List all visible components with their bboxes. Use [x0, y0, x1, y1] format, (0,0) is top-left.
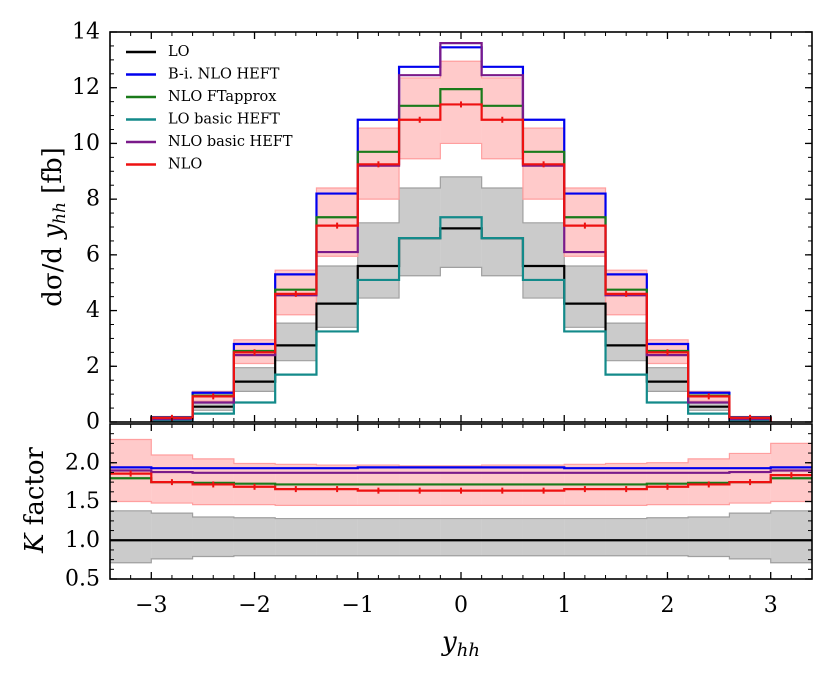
main-band-lo-bin-11 [605, 323, 647, 361]
main-band-lo-upper-edge [151, 176, 771, 420]
main-series-lines [150, 42, 772, 422]
legend-label-lo: LO [168, 44, 190, 60]
main-y-axis-label: dσ/d yhh [fb] [38, 147, 70, 307]
ratio-band-lo-bin-10 [522, 518, 565, 556]
main-ytick-label-4: 8 [86, 187, 100, 212]
main-band-lo-bin-3 [275, 323, 317, 361]
xtick-label-5: 2 [660, 593, 674, 618]
ratio-band-lo-bin-7 [399, 518, 441, 556]
legend-label-nlo-ftapprox: NLO FTapprox [168, 89, 276, 105]
legend-label-nlo-basic-heft: NLO basic HEFT [168, 134, 293, 150]
main-band-lo-bin-4 [316, 266, 358, 328]
main-plot-frame [109, 31, 813, 423]
ratio-band-lo-bin-1 [151, 513, 193, 559]
ratio-band-lo-bin-12 [605, 518, 647, 556]
ratio-band-nlo-lower-edge [110, 500, 812, 506]
ratio-band-lo-bin-0 [110, 510, 152, 563]
ratio-band-lo-bin-13 [646, 517, 689, 556]
ratio-band-lo-bin-15 [729, 513, 771, 559]
ratio-band-lo-bin-4 [275, 518, 317, 556]
ratio-plot-frame [109, 423, 813, 580]
ratio-band-lo-lower-edge [110, 555, 812, 564]
main-band-lo-bin-8 [481, 188, 523, 276]
main-series-lo [150, 227, 772, 422]
main-band-lo-bin-2 [233, 367, 276, 392]
xtick-label-4: 1 [557, 593, 571, 618]
main-band-lo-bin-7 [440, 176, 482, 268]
ratio-band-lo-bin-14 [688, 517, 730, 557]
ratio-band-lo-bin-2 [192, 517, 234, 557]
ratio-series-nlo-ftapprox [110, 477, 812, 486]
ratio-band-lo-bin-16 [770, 510, 812, 563]
main-uncertainty-bands [151, 60, 771, 421]
main-band-lo-bin-10 [564, 266, 606, 328]
main-band-nlo-lower-edge [151, 142, 771, 420]
ratio-uncertainty-bands [110, 438, 812, 564]
ratio-band-lo-bin-9 [481, 518, 523, 556]
main-band-nlo-bin-4 [316, 188, 358, 257]
main-ytick-label-0: 0 [86, 410, 100, 435]
main-band-lo-bin-6 [399, 188, 441, 276]
ratio-axis-ticks: 0.5 1.0 1.5 2.0 −3 −2 −1 0 1 2 3 [65, 423, 813, 618]
main-band-lo-bin-12 [646, 367, 689, 392]
ratio-band-nlo-bin-15 [729, 453, 771, 504]
main-band-lo-lower-edge [151, 266, 771, 421]
ratio-band-lo-bin-3 [233, 517, 276, 556]
main-series-nlo-basic-heft [150, 42, 772, 422]
ratio-band-lo-bin-8 [440, 518, 482, 556]
main-band-lo-bin-5 [357, 222, 400, 299]
ratio-ytick-label-0: 0.5 [65, 567, 100, 592]
main-ytick-label-2: 4 [86, 298, 100, 323]
main-series-nlo-ftapprox [150, 88, 772, 422]
legend-label-b-i-nlo-heft: B-i. NLO HEFT [168, 67, 280, 83]
ratio-band-lo-bin-6 [357, 518, 400, 556]
main-band-lo-bin-9 [522, 222, 565, 299]
x-axis-label: yhh [441, 627, 480, 661]
ratio-band-nlo-upper-edge [110, 438, 812, 467]
ratio-band-lo-upper-edge [110, 510, 812, 520]
main-band-nlo-bin-10 [564, 188, 606, 257]
main-series-lo-basic-heft [150, 216, 772, 422]
ratio-ytick-label-2: 1.5 [65, 489, 100, 514]
legend-label-nlo: NLO [168, 157, 202, 173]
xtick-label-3: 0 [454, 593, 468, 618]
legend-label-lo-basic-heft: LO basic HEFT [168, 112, 280, 128]
main-ytick-label-7: 14 [72, 20, 100, 45]
ratio-y-axis-label: K factor [20, 446, 50, 553]
main-series-b-i-nlo-heft [150, 46, 772, 422]
xtick-label-2: −1 [342, 593, 374, 618]
xtick-label-6: 3 [764, 593, 778, 618]
xtick-label-1: −2 [238, 593, 270, 618]
main-ytick-label-5: 10 [72, 131, 100, 156]
ratio-panel: 0.5 1.0 1.5 2.0 −3 −2 −1 0 1 2 3 K factor yhh [20, 423, 813, 661]
ratio-series-nlo-basic-heft [110, 469, 812, 474]
ratio-band-lo-bin-5 [316, 518, 358, 556]
ratio-ytick-label-1: 1.0 [65, 528, 100, 553]
ratio-series-lines [110, 466, 812, 542]
main-panel: 0 2 4 6 8 10 12 14 dσ/d yhh [fb] LO B-i. NLO HEF… [38, 20, 813, 435]
ratio-band-lo-bin-11 [564, 518, 606, 556]
main-ytick-label-6: 12 [72, 75, 100, 100]
main-band-nlo-upper-edge [151, 60, 771, 418]
ratio-band-nlo-bin-1 [151, 455, 193, 504]
main-ytick-label-1: 2 [86, 354, 100, 379]
xtick-label-0: −3 [135, 593, 167, 618]
ratio-ytick-label-3: 2.0 [65, 450, 100, 475]
legend: LO B-i. NLO HEFT NLO FTapprox LO basic HEFT… [126, 44, 293, 173]
ratio-series-b-i-nlo-heft [110, 466, 812, 470]
main-ytick-label-3: 6 [86, 242, 100, 267]
